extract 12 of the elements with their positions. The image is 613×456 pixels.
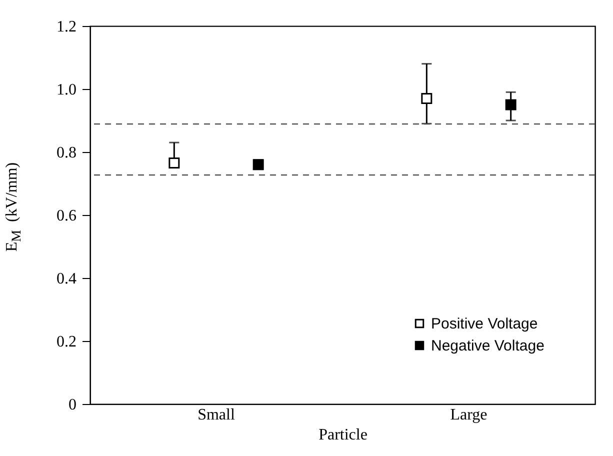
legend-label: Positive Voltage bbox=[431, 316, 538, 332]
x-axis-title: Particle bbox=[318, 426, 368, 444]
x-tick-label: Small bbox=[198, 406, 236, 424]
y-tick-label: 0.2 bbox=[56, 334, 76, 350]
legend-label: Negative Voltage bbox=[431, 338, 544, 354]
y-tick-label: 0.8 bbox=[56, 144, 76, 162]
y-tick-label: 0.6 bbox=[56, 208, 76, 224]
y-tick-label: 1.0 bbox=[56, 82, 76, 98]
y-tick-label: 1.2 bbox=[56, 18, 76, 36]
y-tick-label: 0.4 bbox=[56, 270, 76, 288]
x-tick-label: Large bbox=[450, 406, 488, 424]
y-tick-label: 0 bbox=[68, 396, 76, 414]
